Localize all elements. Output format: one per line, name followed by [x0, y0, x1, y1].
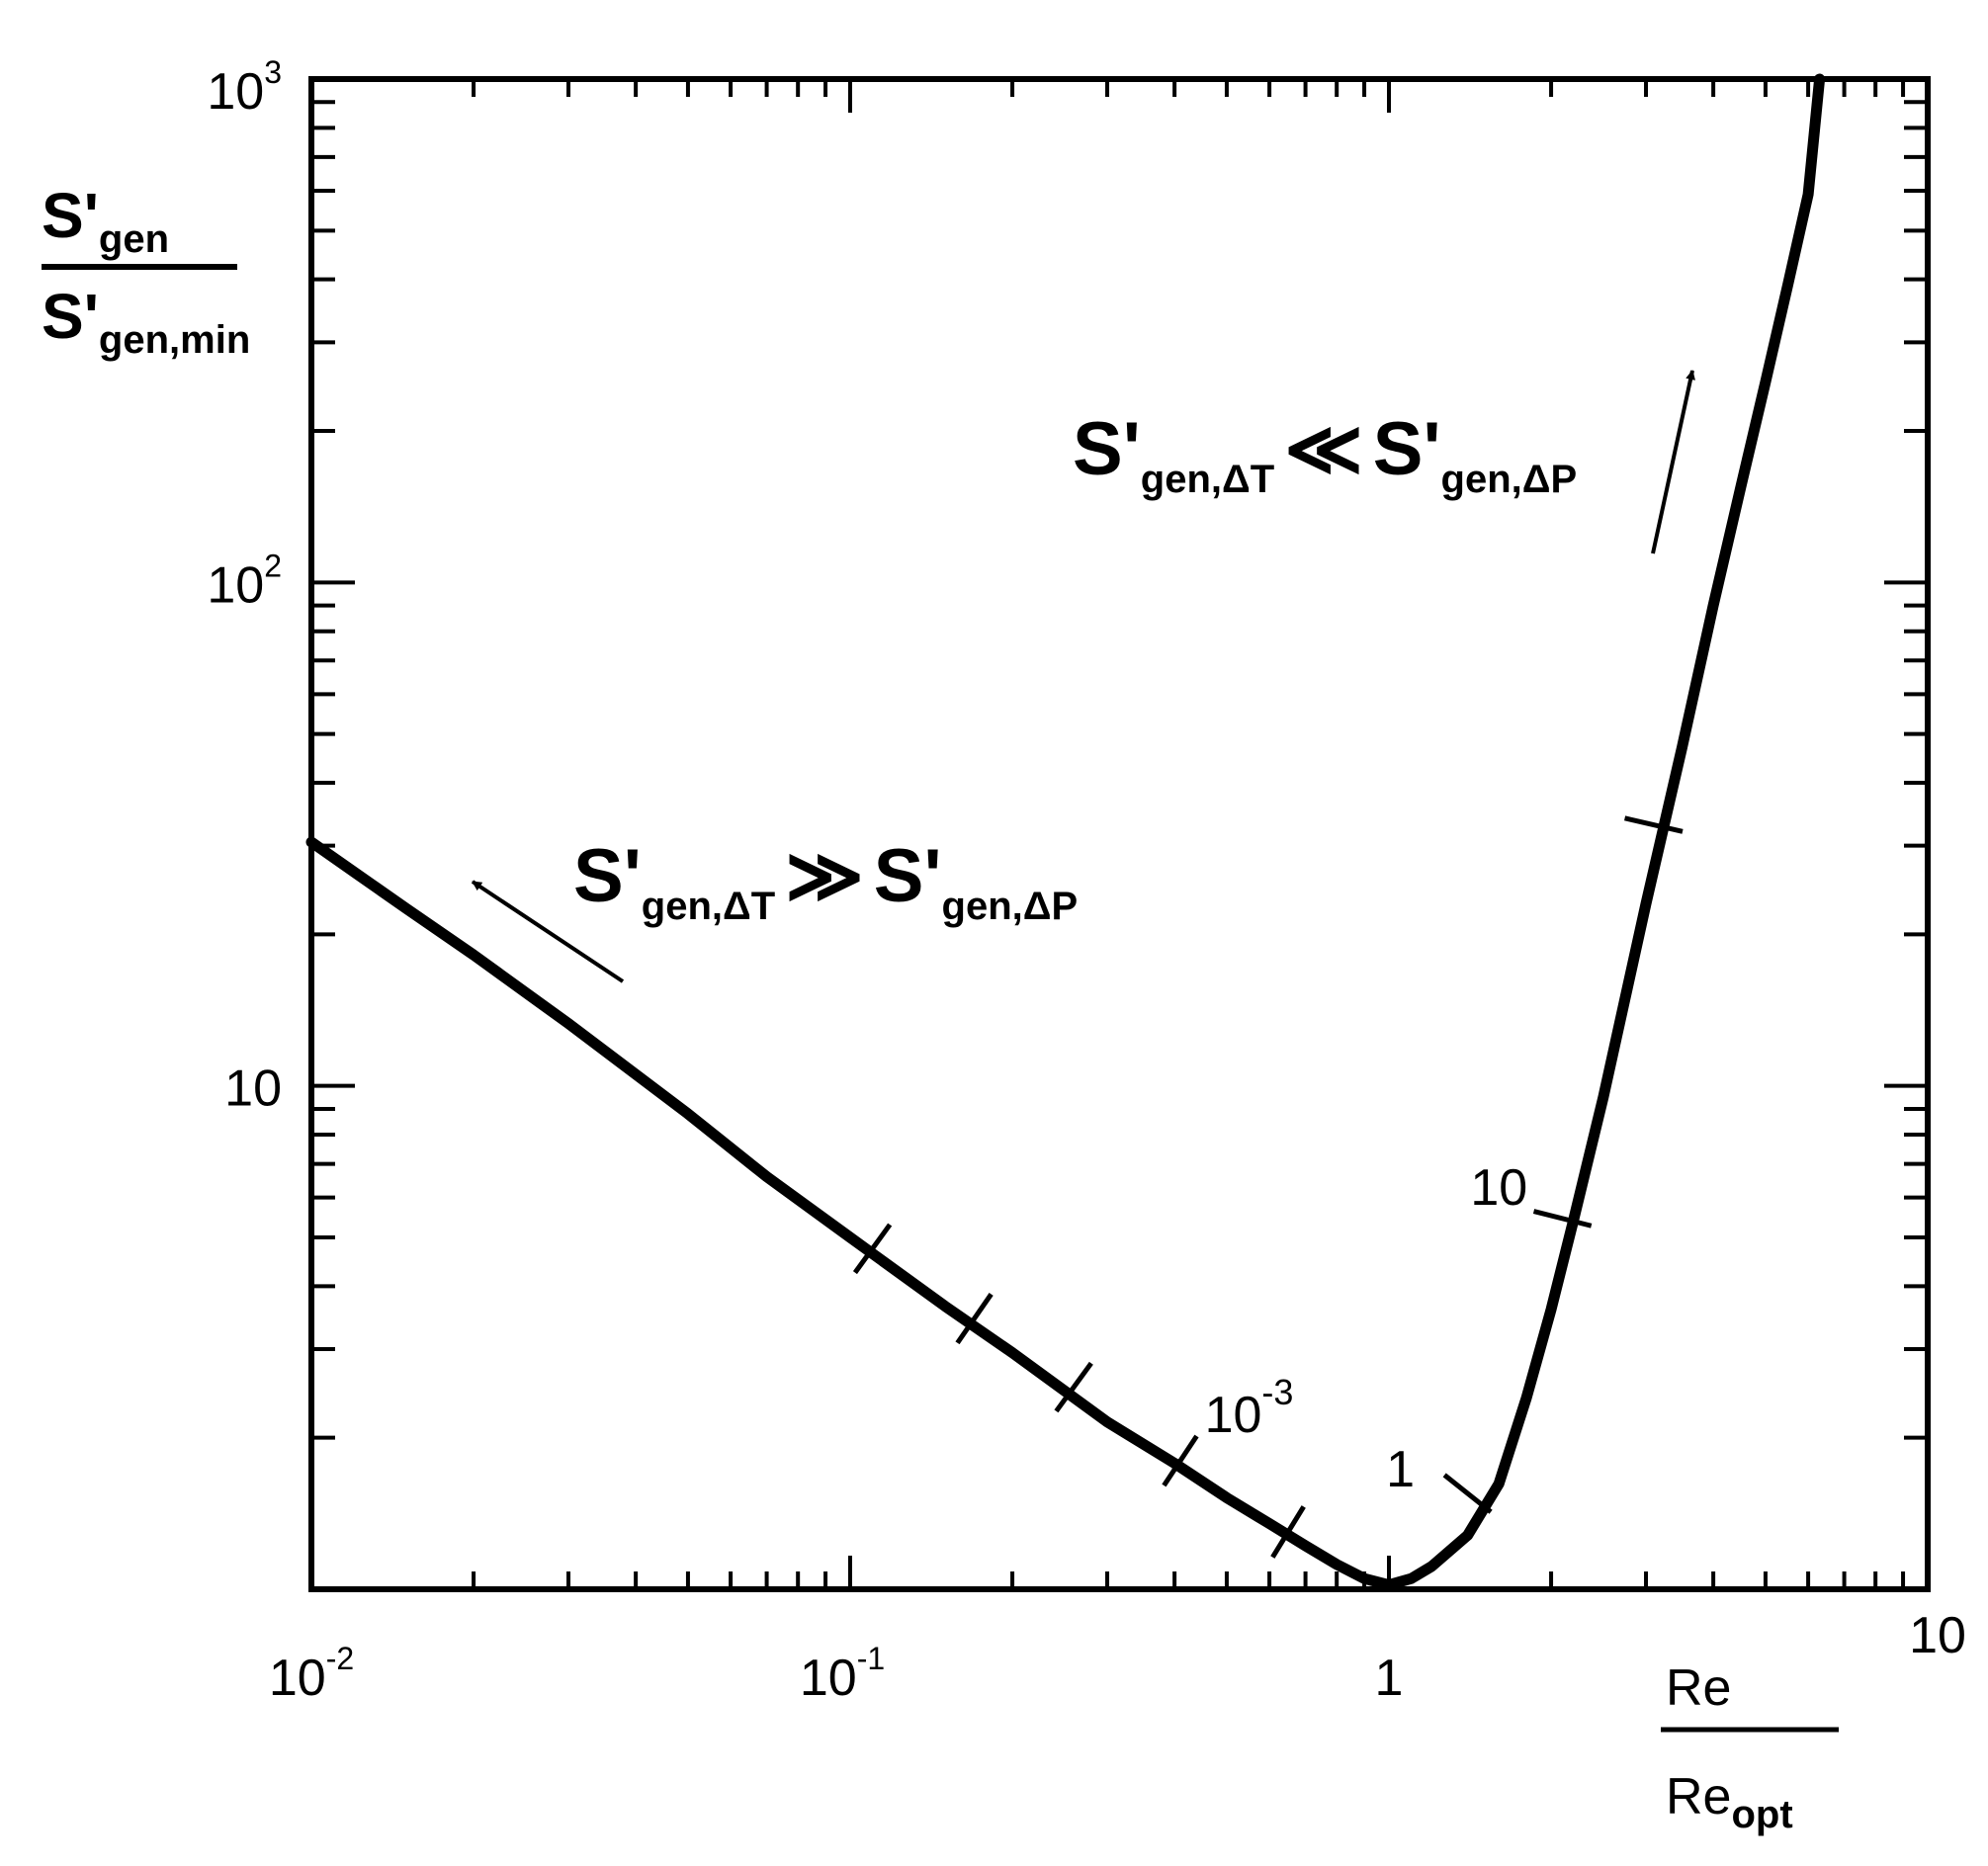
x-tick-labels: 10-2 10-1 1 10 [269, 1607, 1966, 1707]
curve-marker [1532, 1209, 1593, 1229]
arrow-left [471, 880, 625, 983]
y-label-den-base: S' [42, 281, 99, 352]
svg-text:S'gen,ΔT≫S'gen,ΔP: S'gen,ΔT ≫ S'gen,ΔP [573, 834, 1078, 928]
curve-markers [852, 815, 1684, 1559]
x-label-den-sub: opt [1731, 1793, 1792, 1836]
regime-label-right: S'gen,ΔT ≪ S'gen,ΔP [1073, 370, 1695, 554]
svg-text:S'gen,ΔT≪S'gen,ΔP: S'gen,ΔT ≪ S'gen,ΔP [1073, 407, 1577, 501]
y-tick-labels: 10 102 103 [207, 54, 282, 1118]
entropy-generation-curve [305, 73, 1826, 1591]
y-label-den-sub: gen,min [99, 318, 250, 362]
curve-annotation: 10-3 [1205, 1372, 1294, 1444]
x-tick-label: 1 [1375, 1650, 1404, 1707]
curve-marker [1623, 815, 1684, 834]
curve-annotation: 10 [1470, 1159, 1527, 1217]
curve-annotation: 1 [1386, 1441, 1415, 1498]
regime-label-left: S'gen,ΔT ≫ S'gen,ΔP [471, 834, 1078, 983]
x-tick-label: 10 [1909, 1607, 1966, 1664]
y-label-num-sub: gen [99, 217, 169, 261]
curve-annotations: 10-3 1 10 [1205, 1159, 1528, 1498]
y-label-num-base: S' [42, 180, 99, 251]
curve-marker [1442, 1473, 1493, 1514]
x-label-num: Re [1666, 1659, 1731, 1717]
axis-ticks [311, 79, 1928, 1589]
x-tick-label: 10-2 [269, 1641, 354, 1707]
x-label-den-base: Re [1666, 1768, 1731, 1825]
plot-frame [308, 76, 1931, 1592]
curve-marker [1162, 1434, 1199, 1487]
curve-marker [1054, 1361, 1093, 1413]
curve-marker [1270, 1505, 1306, 1559]
curve-marker [852, 1223, 893, 1275]
y-tick-label: 102 [207, 548, 282, 614]
y-tick-label: 103 [207, 54, 282, 121]
svg-text:Reopt: Reopt [1666, 1768, 1793, 1836]
curve-marker [955, 1292, 994, 1345]
svg-text:S'gen: S'gen [42, 180, 169, 261]
arrow-right [1651, 370, 1695, 554]
x-axis-label: Re Reopt [1661, 1659, 1839, 1836]
y-axis-label: S'gen S'gen,min [42, 180, 250, 362]
y-tick-label: 10 [224, 1060, 282, 1118]
x-tick-label: 10-1 [800, 1641, 885, 1707]
svg-text:S'gen,min: S'gen,min [42, 281, 250, 362]
